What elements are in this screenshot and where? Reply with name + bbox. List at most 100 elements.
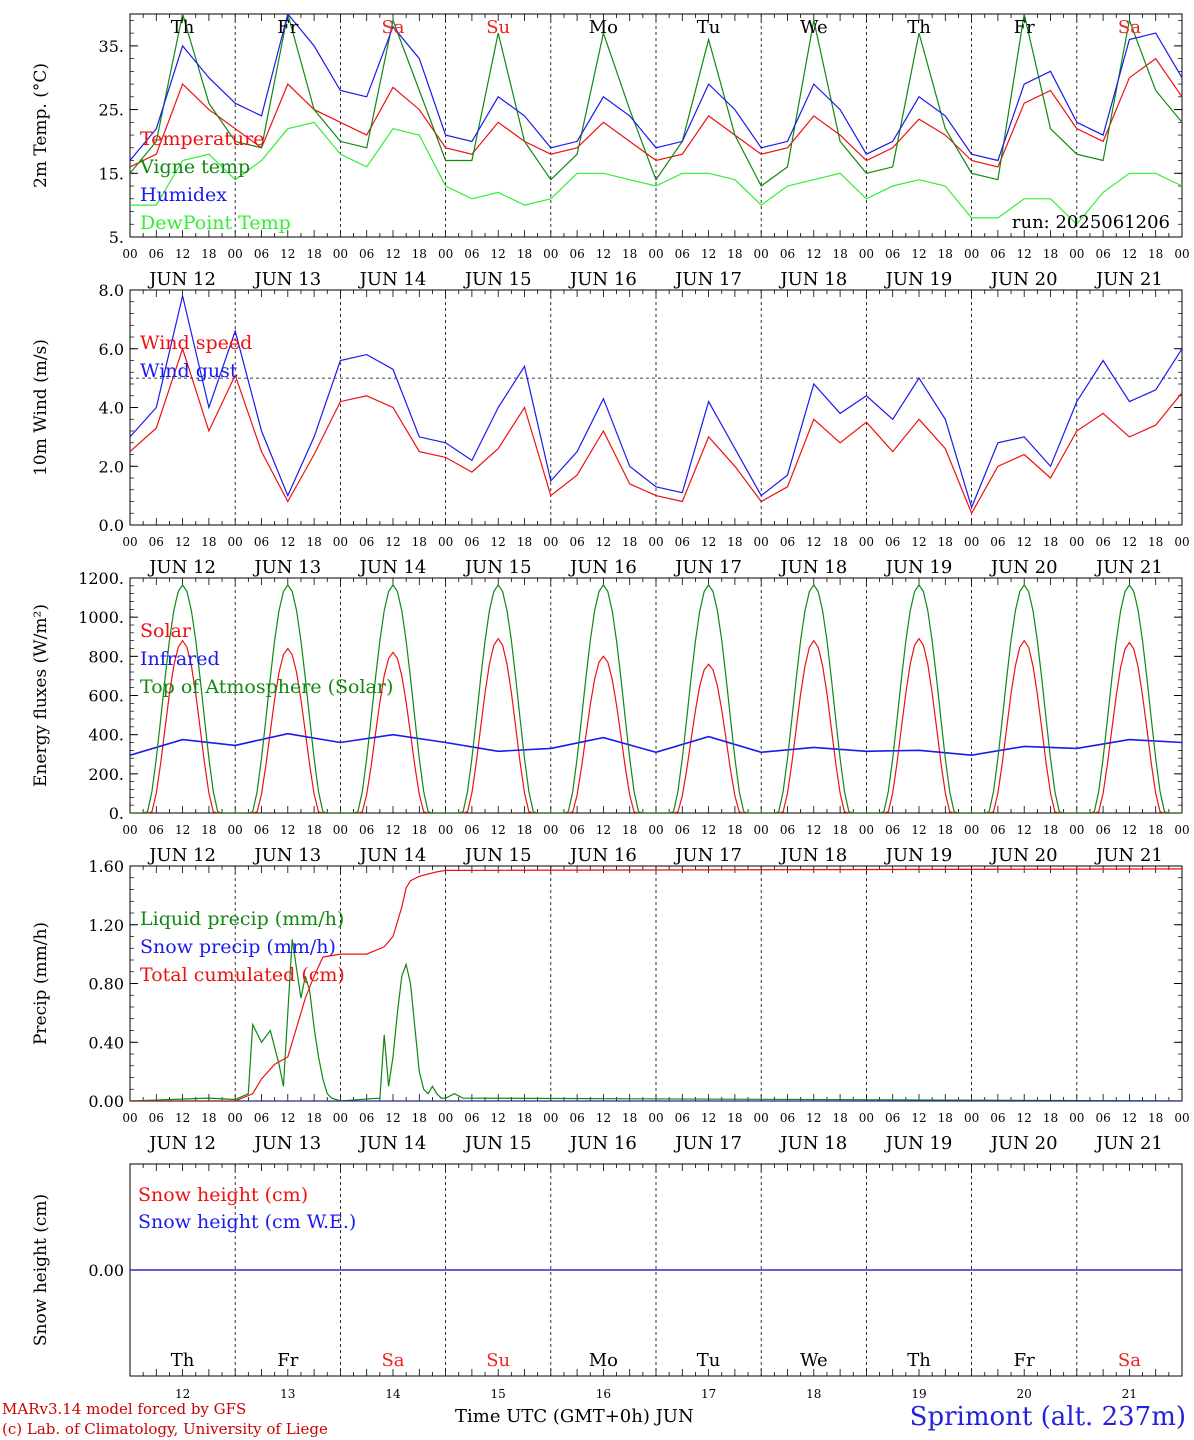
hour-tick-label: 00 bbox=[333, 535, 348, 549]
y-axis-label: Precip (mm/h) bbox=[31, 922, 51, 1045]
hour-tick-label: 12 bbox=[280, 1111, 295, 1125]
hour-tick-label: 06 bbox=[359, 823, 374, 837]
y-tick-label: 2.0 bbox=[99, 457, 124, 476]
hour-tick-label: 18 bbox=[1043, 535, 1058, 549]
model-credit: MARv3.14 model forced by GFS bbox=[2, 1400, 247, 1418]
series-line-top-of-atmosphere-solar- bbox=[130, 583, 1182, 813]
hour-tick-label: 12 bbox=[280, 823, 295, 837]
hour-tick-label: 00 bbox=[754, 1111, 769, 1125]
date-label: JUN 14 bbox=[358, 269, 427, 290]
hour-tick-label: 18 bbox=[517, 823, 532, 837]
hour-tick-label: 00 bbox=[543, 1111, 558, 1125]
date-label: JUN 12 bbox=[147, 557, 216, 578]
hour-tick-label: 12 bbox=[385, 535, 400, 549]
date-label: JUN 14 bbox=[358, 1133, 427, 1154]
hour-tick-label: 06 bbox=[359, 247, 374, 261]
date-label: JUN 16 bbox=[568, 1133, 637, 1154]
hour-tick-label: 18 bbox=[727, 535, 742, 549]
hour-tick-label: 06 bbox=[990, 823, 1005, 837]
weekday-label: Fr bbox=[277, 17, 298, 38]
y-tick-label: 25. bbox=[99, 101, 124, 120]
hour-tick-label: 18 bbox=[832, 1111, 847, 1125]
legend-entry: Humidex bbox=[140, 184, 227, 206]
hour-tick-label: 00 bbox=[964, 247, 979, 261]
weekday-label: Fr bbox=[277, 1350, 298, 1371]
date-label: JUN 17 bbox=[673, 1133, 742, 1154]
y-axis-label: 2m Temp. (°C) bbox=[31, 63, 51, 188]
day-number-label: 16 bbox=[596, 1387, 611, 1401]
hour-tick-label: 18 bbox=[306, 823, 321, 837]
day-number-label: 21 bbox=[1122, 1387, 1137, 1401]
hour-tick-label: 12 bbox=[596, 247, 611, 261]
hour-tick-label: 00 bbox=[754, 247, 769, 261]
hour-tick-label: 18 bbox=[517, 1111, 532, 1125]
chart-panel-2: 0.0 2.0 4.0 6.0 8.0 10m Wind (m/s) Wind speed W… bbox=[31, 281, 1190, 578]
date-label: JUN 12 bbox=[147, 845, 216, 866]
series-line-wind-speed bbox=[130, 346, 1182, 515]
hour-tick-label: 06 bbox=[464, 1111, 479, 1125]
hour-tick-label: 00 bbox=[1174, 1111, 1189, 1125]
series-line-wind-gust bbox=[130, 295, 1182, 510]
hour-tick-label: 06 bbox=[1095, 247, 1110, 261]
hour-tick-label: 12 bbox=[911, 247, 926, 261]
chart-panel-3: 0. 200. 400. 600. 800. 1000. 1200. Energy fluxe… bbox=[31, 569, 1190, 866]
legend-entry: Temperature bbox=[140, 128, 264, 150]
hour-tick-label: 12 bbox=[1017, 535, 1032, 549]
hour-tick-label: 00 bbox=[122, 535, 137, 549]
hour-tick-label: 18 bbox=[938, 823, 953, 837]
date-label: JUN 15 bbox=[463, 269, 532, 290]
legend-entry: Infrared bbox=[140, 648, 220, 670]
hour-tick-label: 06 bbox=[990, 247, 1005, 261]
hour-tick-label: 18 bbox=[832, 535, 847, 549]
date-label: JUN 13 bbox=[252, 1133, 321, 1154]
hour-tick-label: 12 bbox=[1122, 823, 1137, 837]
y-axis-label: 10m Wind (m/s) bbox=[31, 339, 51, 476]
hour-tick-label: 12 bbox=[491, 1111, 506, 1125]
hour-tick-label: 00 bbox=[964, 1111, 979, 1125]
hour-tick-label: 00 bbox=[438, 247, 453, 261]
hour-tick-label: 00 bbox=[543, 535, 558, 549]
chart-panel-5: 0.00 Snow height (cm) Snow height (cm) Snow… bbox=[31, 1163, 1183, 1377]
day-number-label: 15 bbox=[491, 1387, 506, 1401]
y-tick-label: 4.0 bbox=[99, 399, 124, 418]
date-label: JUN 16 bbox=[568, 269, 637, 290]
hour-tick-label: 18 bbox=[938, 1111, 953, 1125]
hour-tick-label: 18 bbox=[412, 247, 427, 261]
legend-entry: Wind speed bbox=[140, 332, 252, 354]
day-number-label: 19 bbox=[911, 1387, 926, 1401]
hour-tick-label: 00 bbox=[1069, 823, 1084, 837]
hour-tick-label: 06 bbox=[675, 823, 690, 837]
hour-tick-label: 18 bbox=[1043, 247, 1058, 261]
hour-tick-label: 12 bbox=[1122, 535, 1137, 549]
hour-tick-label: 18 bbox=[622, 1111, 637, 1125]
hour-tick-label: 12 bbox=[701, 823, 716, 837]
legend-entry: Wind gust bbox=[140, 360, 238, 382]
hour-tick-label: 12 bbox=[911, 535, 926, 549]
weekday-label: Th bbox=[907, 17, 931, 38]
hour-tick-label: 06 bbox=[780, 823, 795, 837]
hour-tick-label: 06 bbox=[675, 1111, 690, 1125]
hour-tick-label: 18 bbox=[1043, 823, 1058, 837]
hour-tick-label: 12 bbox=[701, 247, 716, 261]
y-tick-label: 200. bbox=[88, 765, 124, 784]
hour-tick-label: 06 bbox=[885, 823, 900, 837]
day-number-label: 18 bbox=[806, 1387, 821, 1401]
hour-tick-label: 18 bbox=[1043, 1111, 1058, 1125]
date-label: JUN 19 bbox=[884, 1133, 953, 1154]
hour-tick-label: 06 bbox=[569, 823, 584, 837]
lab-credit: (c) Lab. of Climatology, University of L… bbox=[2, 1420, 328, 1438]
hour-tick-label: 12 bbox=[596, 823, 611, 837]
hour-tick-label: 18 bbox=[201, 1111, 216, 1125]
date-label: JUN 21 bbox=[1094, 557, 1163, 578]
weekday-label: Fr bbox=[1014, 17, 1035, 38]
hour-tick-label: 12 bbox=[175, 247, 190, 261]
weekday-label: Sa bbox=[381, 17, 404, 38]
hour-tick-label: 00 bbox=[122, 247, 137, 261]
hour-tick-label: 18 bbox=[727, 1111, 742, 1125]
hour-tick-label: 00 bbox=[1174, 823, 1189, 837]
hour-tick-label: 12 bbox=[596, 1111, 611, 1125]
date-label: JUN 21 bbox=[1094, 269, 1163, 290]
hour-tick-label: 18 bbox=[306, 535, 321, 549]
date-label: JUN 13 bbox=[252, 845, 321, 866]
